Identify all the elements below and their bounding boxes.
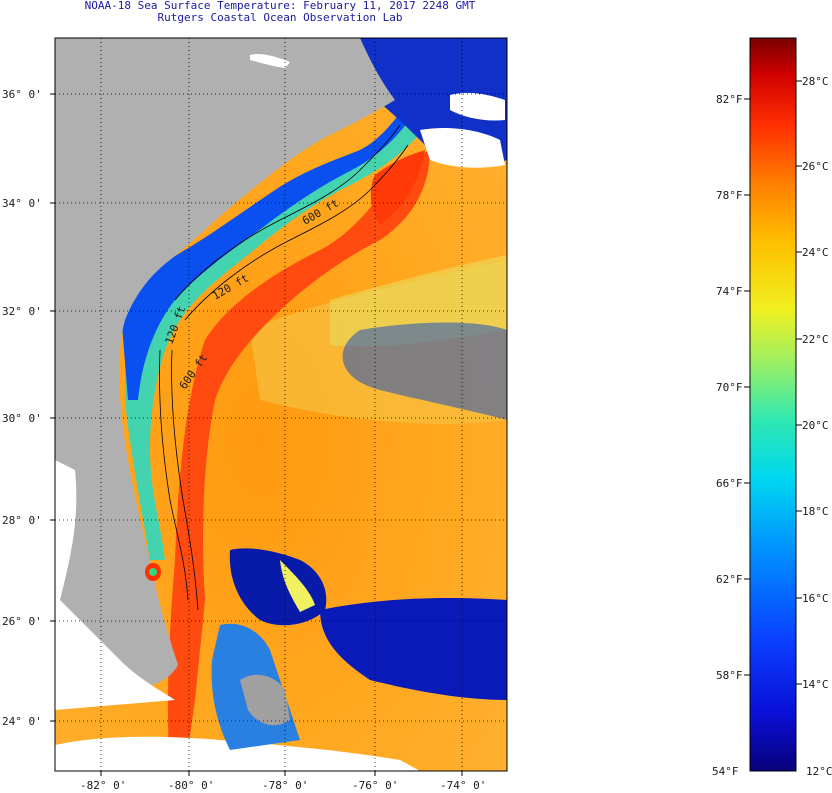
graticule <box>55 38 507 771</box>
map-plot-area <box>55 38 507 771</box>
colorbar <box>749 37 797 772</box>
cloud-white <box>420 128 505 168</box>
c-label-16: 16°C <box>802 592 829 605</box>
lat-label-30: 30° 0' <box>2 412 42 425</box>
c-label-18: 18°C <box>802 505 829 518</box>
us-land <box>55 38 395 690</box>
nearshore-cold-water <box>120 100 418 400</box>
lon-label-76: -76° 0' <box>352 779 398 792</box>
f-label-62: 62°F <box>716 573 743 586</box>
f-label-78: 78°F <box>716 189 743 202</box>
everglades-white <box>55 460 175 710</box>
lat-label-26: 26° 0' <box>2 615 42 628</box>
cuba-land <box>55 736 420 771</box>
eastern-bahamas-dark <box>320 598 507 700</box>
c-label-28: 28°C <box>802 75 829 88</box>
map-frame <box>54 37 508 772</box>
c-label-12: 12°C <box>806 765 832 778</box>
lat-label-34: 34° 0' <box>2 197 42 210</box>
f-label-70: 70°F <box>716 381 743 394</box>
depth-contours <box>159 124 409 611</box>
lat-label-28: 28° 0' <box>2 514 42 527</box>
map-title: NOAA-18 Sea Surface Temperature: Februar… <box>84 0 476 12</box>
c-label-20: 20°C <box>802 419 829 432</box>
lat-label-32: 32° 0' <box>2 305 42 318</box>
lat-label-36: 36° 0' <box>2 88 42 101</box>
c-label-24: 24°C <box>802 246 829 259</box>
gulf-stream-band <box>167 150 430 771</box>
lon-label-74: -74° 0' <box>440 779 486 792</box>
lon-label-80: -80° 0' <box>168 779 214 792</box>
c-label-26: 26°C <box>802 160 829 173</box>
c-label-22: 22°C <box>802 333 829 346</box>
c-label-14: 14°C <box>802 678 829 691</box>
lon-label-82: -82° 0' <box>80 779 126 792</box>
f-label-58: 58°F <box>716 669 743 682</box>
f-label-66: 66°F <box>716 477 743 490</box>
colorbar-ticks <box>744 80 802 685</box>
f-label-54: 54°F <box>712 765 739 778</box>
lat-label-24: 24° 0' <box>2 715 42 728</box>
map-subtitle: Rutgers Coastal Ocean Observation Lab <box>157 11 403 24</box>
cloud-patch-east <box>342 322 507 420</box>
axis-ticks <box>50 93 463 776</box>
lon-label-78: -78° 0' <box>262 779 308 792</box>
f-label-82: 82°F <box>716 93 743 106</box>
f-label-74: 74°F <box>716 285 743 298</box>
